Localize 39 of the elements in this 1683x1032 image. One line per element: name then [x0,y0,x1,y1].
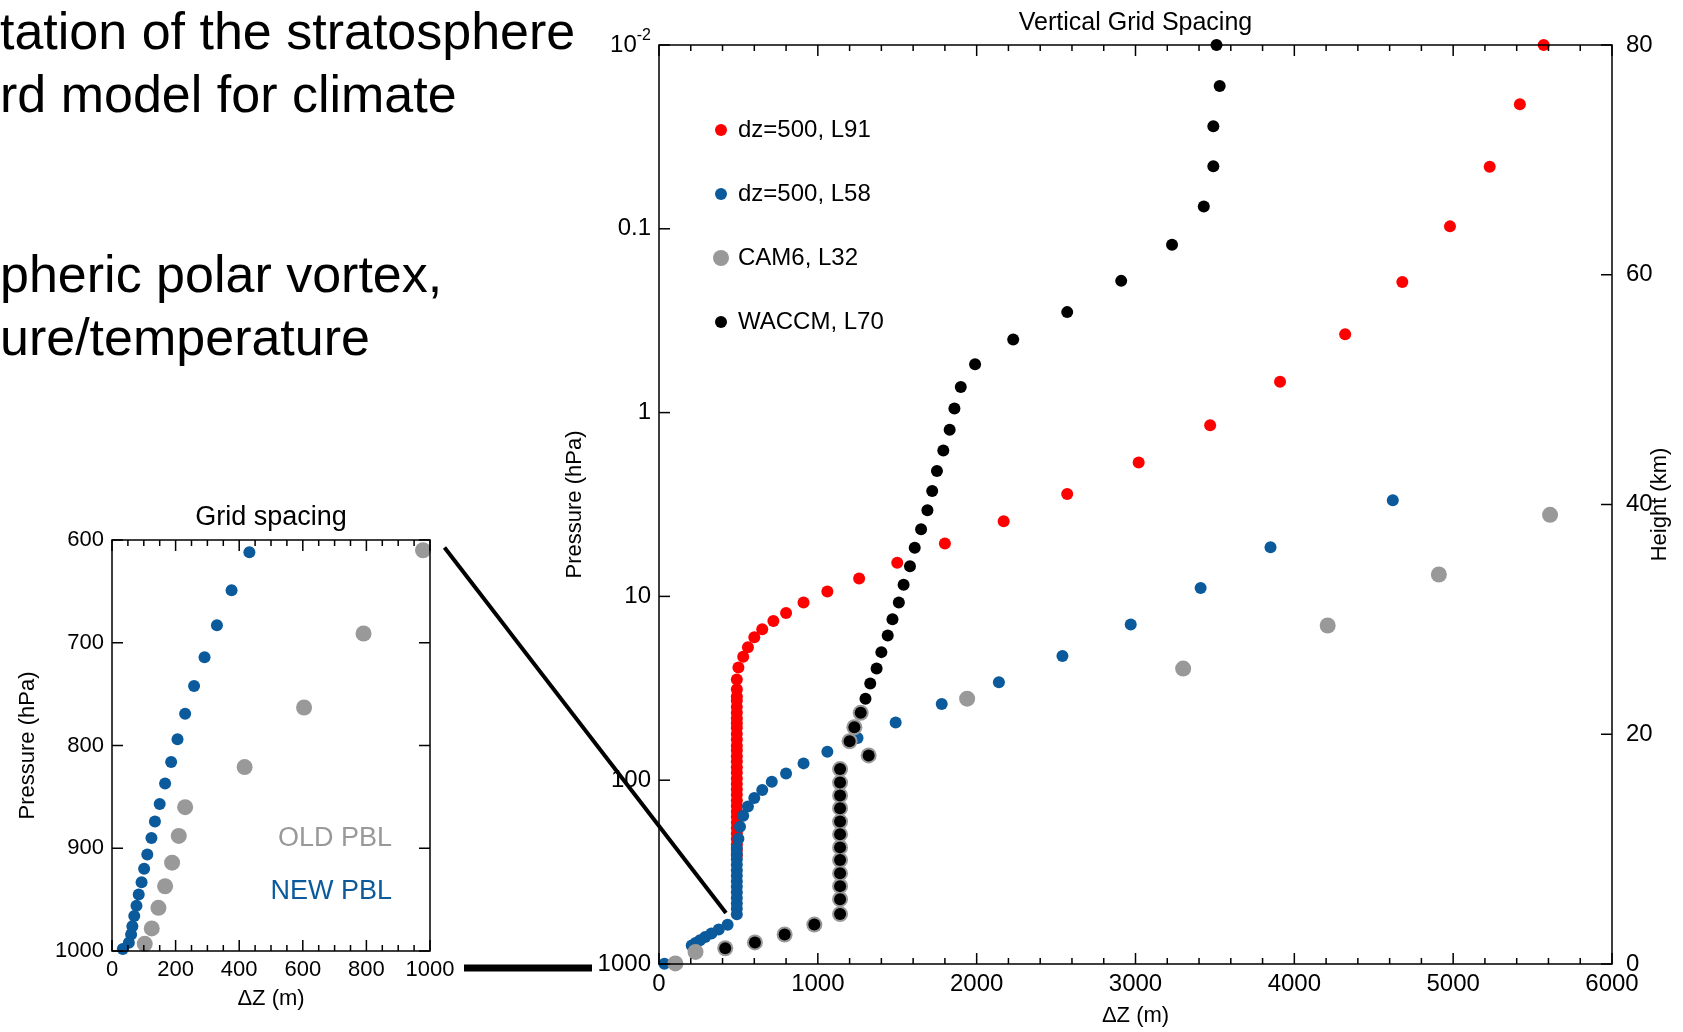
y-tick-label: 800 [67,731,105,757]
y2-tick-label: 60 [1626,259,1653,287]
legend-label: dz=500, L91 [738,114,871,142]
y-tick-label: 0.1 [617,213,652,241]
x-axis-title: ΔZ (m) [237,985,305,1011]
x-axis-title: ΔZ (m) [1101,1002,1170,1028]
x-tick-label: 2000 [949,968,1004,996]
x-tick-label: 400 [220,956,258,982]
legend-label: WACCM, L70 [738,306,884,334]
y-axis-title: Pressure (hPa) [14,671,40,820]
x-tick-label: 200 [157,956,194,982]
text: OLD PBL [277,822,393,853]
y2-tick-label: 80 [1626,29,1653,57]
y-tick-label: 10 [624,581,652,609]
x-tick-label: 0 [652,968,666,996]
y-tick-label: 600 [67,526,105,552]
x-tick-label: 3000 [1108,968,1163,996]
text: pheric polar vortex, [0,245,443,303]
x-tick-label: 1000 [405,956,455,982]
y-tick-label: 1 [637,397,652,425]
text: NEW PBL [270,875,392,906]
text: ure/temperature [0,308,370,366]
legend-label: dz=500, L58 [738,178,871,206]
chart-title: Grid spacing [195,501,347,532]
x-tick-label: 1000 [791,968,845,996]
x-tick-label: 600 [284,956,322,982]
chart-title: Vertical Grid Spacing [1018,6,1253,35]
x-tick-label: 0 [105,956,119,982]
y-axis-title: Pressure (hPa) [561,430,587,579]
y-tick-label: 700 [67,628,105,654]
x-tick-label: 5000 [1426,968,1480,996]
x-tick-label: 800 [348,956,385,982]
text: rd model for climate [0,65,457,123]
y-tick-label: 1000 [55,937,105,963]
x-tick-label: 4000 [1267,968,1322,996]
legend-label: CAM6, L32 [738,242,859,270]
y-tick-label: 900 [67,834,105,860]
y2-tick-label: 20 [1626,718,1653,746]
text: tation of the stratosphere [0,2,576,60]
